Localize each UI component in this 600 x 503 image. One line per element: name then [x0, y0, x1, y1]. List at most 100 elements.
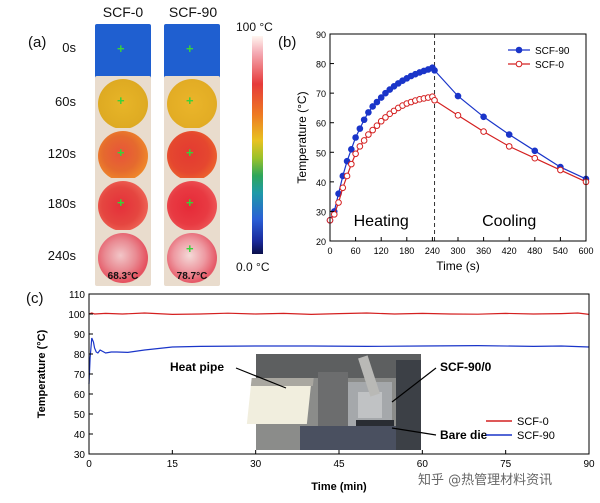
x-tick-label: 0	[86, 459, 92, 470]
data-point-scf-90	[369, 103, 376, 110]
legend-label-scf-90: SCF-90	[517, 430, 555, 442]
colorbar-min-label: 0.0 °C	[236, 260, 270, 274]
y-tick-label: 50	[316, 148, 326, 158]
x-tick-label: 420	[502, 246, 517, 256]
colorbar	[252, 36, 263, 254]
x-tick-label: 45	[333, 459, 345, 470]
row-label-0s: 0s	[62, 40, 76, 55]
data-point-scf-90	[348, 146, 355, 153]
y-axis-label: Temperature (°C)	[295, 91, 309, 183]
colorbar-max-label: 100 °C	[236, 20, 273, 34]
data-point-scf-90	[377, 94, 385, 101]
x-axis-label: Time (min)	[311, 481, 367, 493]
y-tick-label: 110	[69, 290, 85, 301]
y-tick-label: 90	[74, 330, 86, 341]
legend-marker-scf-90	[515, 46, 523, 54]
thermal-image-scf0-120s: +	[95, 128, 151, 184]
x-tick-label: 60	[351, 246, 361, 256]
thermal-image-scf90-240s: + 78.7°C	[164, 230, 220, 286]
thermal-image-scf0-60s: +	[95, 76, 151, 132]
watermark: 知乎 @热管理材料资讯	[418, 473, 553, 488]
data-point-scf-0	[557, 166, 564, 174]
data-point-scf-0	[382, 114, 389, 121]
device-photo-inset	[246, 354, 421, 450]
x-tick-label: 75	[500, 459, 512, 470]
cooling-phase-label: Cooling	[482, 213, 536, 230]
series-line-scf-90	[88, 337, 590, 385]
y-axis-label: Temperature (°C)	[36, 329, 48, 418]
x-tick-label: 480	[527, 246, 542, 256]
panel-c-label: (c)	[26, 290, 44, 307]
data-point-scf-0	[343, 172, 351, 180]
data-point-scf-90	[505, 131, 513, 138]
data-point-scf-90	[431, 67, 438, 74]
data-point-scf-0	[348, 160, 355, 168]
legend-label-scf-0: SCF-0	[517, 416, 549, 428]
series-line-scf-0	[88, 312, 590, 316]
x-tick-label: 300	[450, 246, 465, 256]
y-tick-label: 20	[316, 237, 326, 247]
x-tick-label: 60	[417, 459, 429, 470]
y-tick-label: 60	[74, 390, 86, 401]
series-line-scf-90	[329, 66, 587, 221]
heating-phase-label: Heating	[354, 213, 409, 230]
legend-marker-scf-0	[515, 60, 523, 68]
y-tick-label: 30	[316, 207, 326, 217]
final-temp-scf0: 68.3°C	[107, 271, 139, 282]
final-temp-scf90: 78.7°C	[176, 271, 208, 282]
y-tick-label: 70	[316, 89, 326, 99]
y-tick-label: 40	[74, 430, 86, 441]
data-point-scf-90	[373, 98, 381, 106]
data-point-scf-0	[505, 143, 513, 150]
data-point-scf-0	[480, 128, 487, 135]
x-tick-label: 120	[374, 246, 389, 256]
x-tick-label: 90	[583, 459, 595, 470]
data-point-scf-0	[369, 126, 376, 134]
x-tick-label: 180	[399, 246, 414, 256]
y-tick-label: 30	[74, 450, 86, 461]
data-point-scf-0	[431, 96, 438, 104]
legend-label-scf-90: SCF-90	[535, 46, 570, 57]
y-tick-label: 40	[316, 178, 326, 188]
thermal-image-scf0-180s: +	[95, 178, 151, 234]
column-header-scf-0: SCF-0	[102, 4, 144, 20]
y-tick-label: 80	[74, 350, 86, 361]
heating-cooling-chart: 0 60 120 180 240 300 360 420 480 540 600 20 30 40 50 60…	[295, 30, 594, 273]
x-tick-label: 600	[578, 246, 593, 256]
data-point-scf-90	[356, 125, 364, 132]
panel-b-label: (b)	[278, 34, 297, 51]
annotation-bare-die: Bare die	[440, 428, 488, 442]
data-point-scf-0	[531, 154, 539, 162]
thermal-image-scf90-0s: +	[164, 24, 220, 80]
x-tick-label: 15	[167, 459, 179, 470]
annotation-arrow	[391, 367, 437, 403]
y-tick-label: 70	[74, 370, 86, 381]
x-axis-label: Time (s)	[436, 259, 480, 273]
data-point-scf-90	[382, 89, 389, 97]
data-point-scf-0	[377, 117, 385, 125]
annotation-heat-pipe: Heat pipe	[170, 360, 224, 374]
data-point-scf-90	[352, 134, 359, 141]
annotation-arrow	[235, 367, 287, 389]
data-point-scf-90	[365, 109, 372, 116]
y-tick-label: 60	[316, 119, 326, 129]
column-header-scf-90: SCF-90	[168, 4, 218, 20]
legend-label-scf-0: SCF-0	[535, 60, 564, 71]
x-tick-label: 360	[476, 246, 491, 256]
thermal-image-scf90-60s: +	[164, 76, 220, 132]
data-point-scf-0	[365, 131, 372, 138]
row-label-240s: 240s	[47, 248, 76, 263]
data-point-scf-90	[454, 92, 462, 100]
data-point-scf-0	[356, 143, 364, 150]
x-tick-label: 240	[425, 246, 440, 256]
data-point-scf-0	[360, 137, 368, 144]
annotation-scf-90-0: SCF-90/0	[440, 360, 492, 374]
y-tick-label: 80	[316, 60, 326, 70]
data-point-scf-0	[352, 150, 359, 158]
long-term-temperature-chart: Heat pipe SCF-90/0 Bare die 0 15 30 45 60 75 9…	[36, 290, 595, 493]
y-tick-label: 100	[68, 310, 85, 321]
thermal-image-scf0-0s: +	[95, 24, 151, 80]
row-label-60s: 60s	[55, 94, 76, 109]
thermal-image-scf0-240s: 68.3°C	[95, 230, 151, 286]
row-label-180s: 180s	[47, 196, 76, 211]
